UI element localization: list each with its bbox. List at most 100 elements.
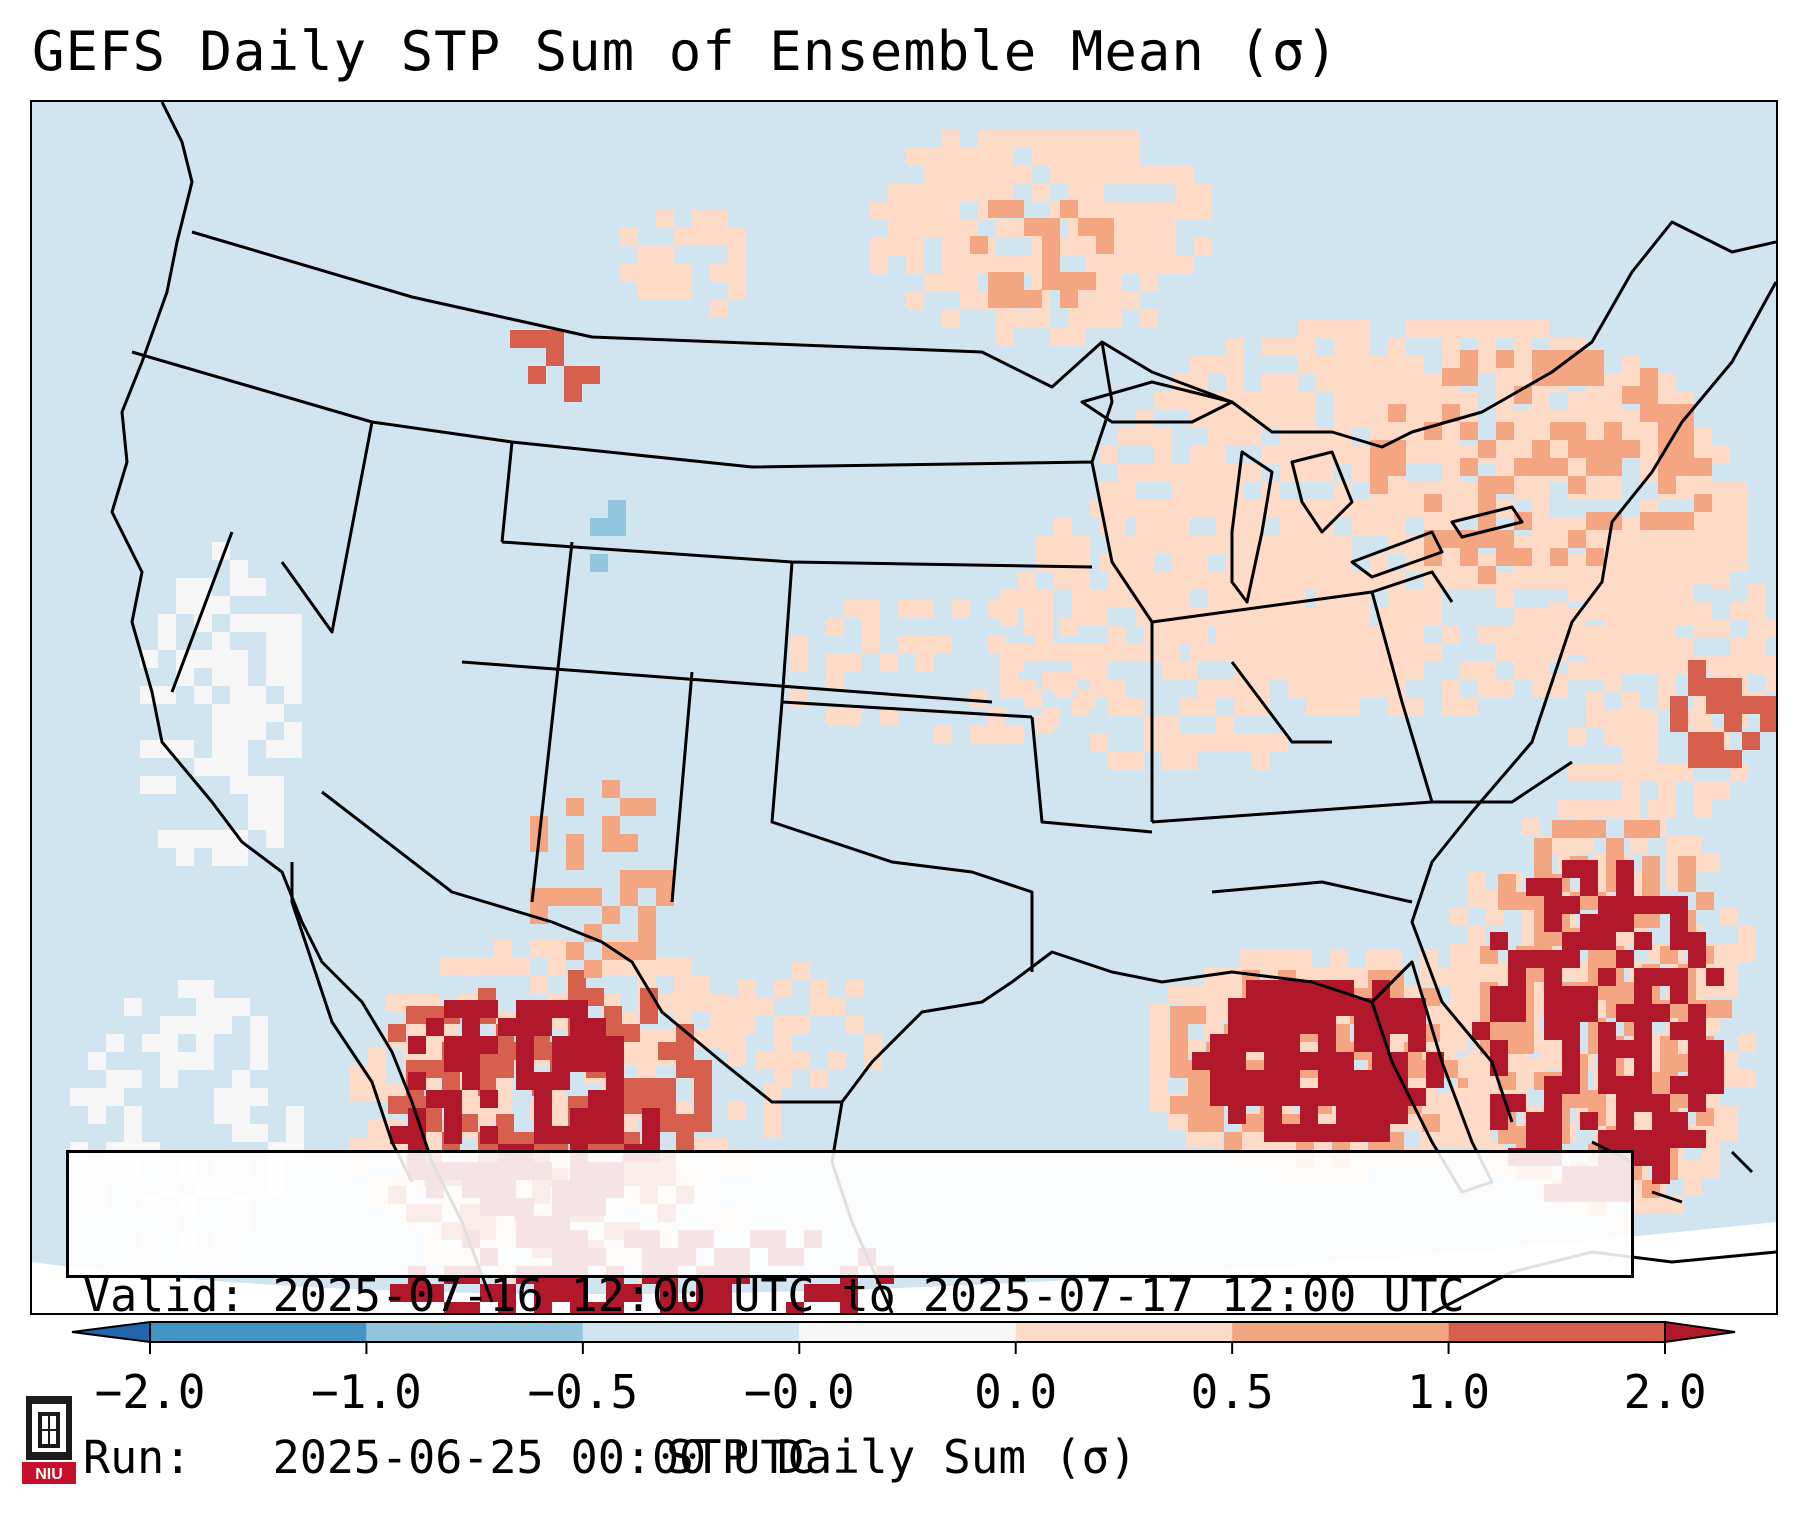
lake-erie xyxy=(1350,530,1444,579)
stp-cell xyxy=(1060,672,1078,690)
stp-cell xyxy=(1298,464,1316,482)
stp-cell xyxy=(1652,1148,1670,1166)
stp-cell xyxy=(1264,1124,1282,1142)
stp-cell xyxy=(1640,602,1658,620)
stp-cell xyxy=(1332,1024,1350,1042)
stp-cell xyxy=(1352,338,1370,356)
stp-cell xyxy=(1514,548,1532,566)
stp-cell xyxy=(368,1120,386,1138)
stp-cell xyxy=(1652,968,1670,986)
stp-cell xyxy=(284,614,302,632)
stp-cell xyxy=(1702,854,1720,872)
stp-cell xyxy=(350,1066,368,1084)
stp-cell xyxy=(960,274,978,292)
stp-cell xyxy=(1634,1058,1652,1076)
stp-cell xyxy=(566,852,584,870)
stp-cell xyxy=(692,976,710,994)
stp-cell xyxy=(1042,236,1060,254)
stp-cell xyxy=(1598,932,1616,950)
stp-cell xyxy=(1634,1130,1652,1148)
stp-cell xyxy=(1006,272,1024,290)
stp-cell xyxy=(1246,1070,1264,1088)
stp-cell xyxy=(1172,536,1190,554)
stp-cell xyxy=(1642,820,1660,838)
stp-cell xyxy=(756,1052,774,1070)
stp-cell xyxy=(1342,572,1360,590)
stp-cell xyxy=(988,600,1006,618)
validity-info-box: Valid: 2025-07-16 12:00 UTC to 2025-07-1… xyxy=(66,1150,1634,1484)
stp-cell xyxy=(1324,662,1342,680)
stp-cell xyxy=(1730,764,1748,782)
stp-cell xyxy=(408,1284,426,1302)
stp-cell xyxy=(1730,518,1748,536)
stp-cell xyxy=(1706,1058,1724,1076)
stp-cell xyxy=(564,366,582,384)
stp-cell xyxy=(1162,626,1180,644)
stp-cell xyxy=(1442,482,1460,500)
stp-cell xyxy=(1204,1130,1222,1148)
colorbar-tick-label: 1.0 xyxy=(1407,1365,1491,1419)
stp-cell xyxy=(1298,320,1316,338)
stp-cell xyxy=(1516,1036,1534,1054)
stp-cell xyxy=(1694,428,1712,446)
stp-cell xyxy=(1234,644,1252,662)
stp-cell xyxy=(1252,734,1270,752)
stp-cell xyxy=(1406,500,1424,518)
stp-cell xyxy=(602,816,620,834)
stp-cell xyxy=(1640,428,1658,446)
stp-cell xyxy=(988,290,1006,308)
stp-cell xyxy=(1032,130,1050,148)
stp-cell xyxy=(478,1060,496,1078)
stp-cell xyxy=(1234,734,1252,752)
stp-cell xyxy=(406,1006,424,1024)
stp-cell xyxy=(1154,446,1172,464)
stp-cell xyxy=(1406,590,1424,608)
stp-cell xyxy=(1634,986,1652,1004)
stp-cell xyxy=(176,830,194,848)
stp-cell xyxy=(640,1078,658,1096)
stp-cell xyxy=(1616,860,1634,878)
stp-cell xyxy=(1042,272,1060,290)
stp-cell xyxy=(660,1302,678,1313)
stp-cell xyxy=(388,1096,406,1114)
stp-cell xyxy=(1154,392,1172,410)
stp-cell xyxy=(230,578,248,596)
stp-cell xyxy=(1150,1076,1168,1094)
stp-cell xyxy=(250,1124,268,1142)
stp-cell xyxy=(1104,274,1122,292)
stp-cell xyxy=(1760,696,1776,714)
stp-cell xyxy=(534,1284,552,1302)
stp-cell xyxy=(1280,662,1298,680)
stp-cell xyxy=(1676,404,1694,422)
stp-cell xyxy=(1090,590,1108,608)
stp-cell xyxy=(1570,820,1588,838)
stp-cell xyxy=(764,1102,782,1120)
stp-cell xyxy=(1140,256,1158,274)
stp-cell xyxy=(888,184,906,202)
run-label: Run: xyxy=(83,1431,192,1484)
stp-cell xyxy=(212,722,230,740)
stp-cell xyxy=(1622,566,1640,584)
stp-cell xyxy=(810,998,828,1016)
stp-cell xyxy=(1154,500,1172,518)
stp-cell xyxy=(266,704,284,722)
stp-cell xyxy=(530,976,548,994)
colorbar-tick-label: −0.5 xyxy=(527,1365,639,1419)
stp-cell xyxy=(1604,374,1622,392)
stp-cell xyxy=(692,228,710,246)
stp-cell xyxy=(1198,608,1216,626)
stp-cell xyxy=(774,1016,792,1034)
stp-cell xyxy=(1282,1070,1300,1088)
stp-cell xyxy=(1298,356,1316,374)
stp-cell xyxy=(996,166,1014,184)
stp-cell xyxy=(1568,638,1586,656)
stp-cell xyxy=(1352,518,1370,536)
stp-cell xyxy=(1562,1004,1580,1022)
stp-cell xyxy=(1154,464,1172,482)
stp-cell xyxy=(906,292,924,310)
stp-cell xyxy=(1162,518,1180,536)
stp-cell xyxy=(942,220,960,238)
stp-cell xyxy=(694,1096,712,1114)
stp-cell xyxy=(674,976,692,994)
stp-cell xyxy=(462,1054,480,1072)
